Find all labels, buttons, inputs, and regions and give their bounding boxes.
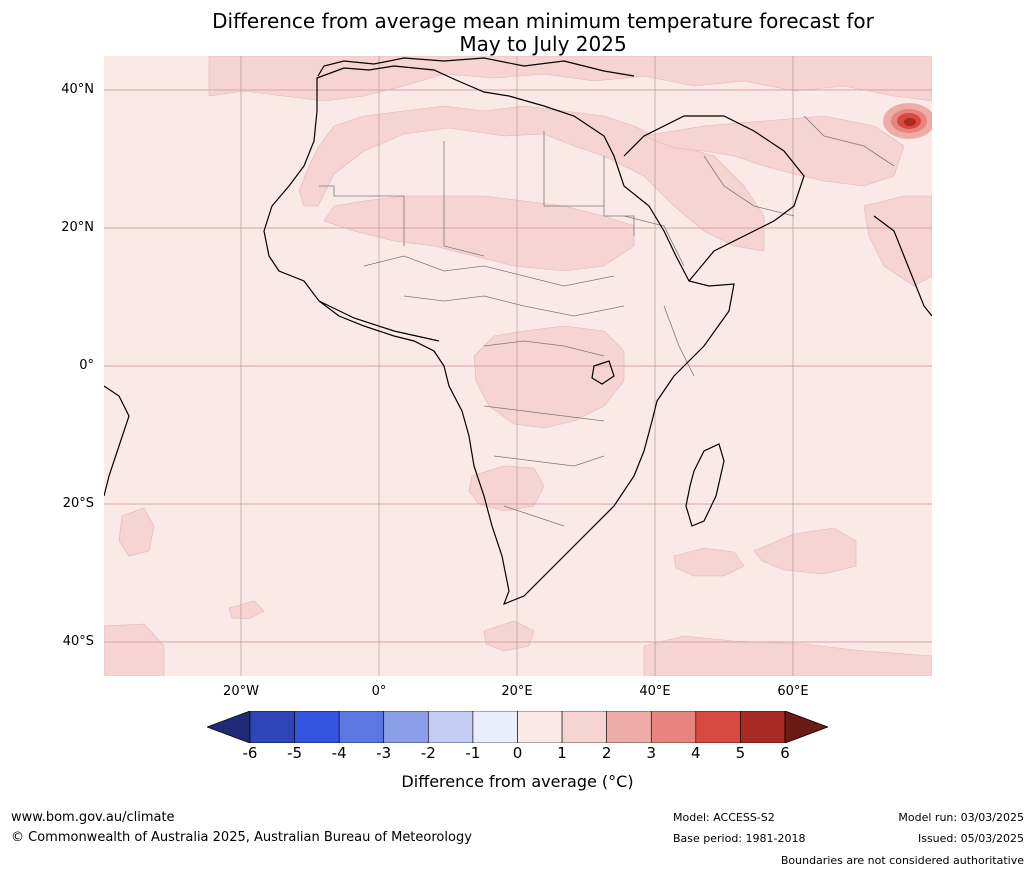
- lon-label-20e: 20°E: [501, 684, 533, 699]
- map-title: Difference from average mean minimum tem…: [0, 10, 1035, 56]
- colorbar-segment: [740, 711, 786, 743]
- colorbar-segment: [294, 711, 340, 743]
- colorbar-tick-label: 1: [557, 744, 567, 762]
- lon-label-60e: 60°E: [777, 684, 809, 699]
- country-borders: [319, 115, 895, 527]
- lat-label-20s: 20°S: [62, 496, 94, 511]
- colorbar-tick-label: -4: [331, 744, 347, 762]
- colorbar-arrow-high: [784, 711, 828, 743]
- colorbar-segment: [606, 711, 652, 743]
- colorbar-tick-label: -1: [465, 744, 481, 762]
- lat-label-40n: 40°N: [61, 82, 94, 97]
- website-link[interactable]: www.bom.gov.au/climate: [11, 810, 175, 825]
- lat-label-40s: 40°S: [62, 634, 94, 649]
- colorbar-tick-label: -2: [420, 744, 436, 762]
- colorbar-arrow-low: [207, 711, 251, 743]
- colorbar-segment: [472, 711, 518, 743]
- hot-spot: [883, 103, 932, 139]
- title-line-2: May to July 2025: [459, 32, 627, 56]
- colorbar-segment: [338, 711, 385, 743]
- issued-text: Issued: 05/03/2025: [917, 832, 1024, 845]
- colorbar-segment: [695, 711, 741, 743]
- lat-label-0: 0°: [79, 358, 94, 373]
- meridians: [240, 56, 794, 676]
- model-text: Model: ACCESS-S2: [673, 811, 775, 824]
- base-period-text: Base period: 1981-2018: [673, 832, 806, 845]
- colorbar-segment: [249, 711, 295, 743]
- lon-label-40e: 40°E: [639, 684, 671, 699]
- lon-label-0: 0°: [371, 684, 387, 699]
- lon-label-20w: 20°W: [223, 684, 259, 699]
- colorbar-tick-label: 5: [735, 744, 746, 762]
- anomaly-regions: [104, 56, 932, 676]
- lat-label-20n: 20°N: [61, 220, 94, 235]
- colorbar: [207, 711, 828, 743]
- colorbar-tick-label: -3: [376, 744, 392, 762]
- colorbar-segment: [561, 711, 607, 743]
- colorbar-tick-label: 2: [601, 744, 612, 762]
- disclaimer-text: Boundaries are not considered authoritat…: [780, 854, 1024, 867]
- forecast-map: [104, 56, 932, 676]
- colorbar-segment: [428, 711, 474, 743]
- title-line-1: Difference from average mean minimum tem…: [212, 9, 874, 33]
- copyright-text: © Commonwealth of Australia 2025, Austra…: [11, 830, 472, 845]
- colorbar-tick-label: -5: [287, 744, 303, 762]
- colorbar-tick-label: 4: [691, 744, 701, 762]
- colorbar-segment: [517, 711, 563, 743]
- colorbar-label: Difference from average (°C): [401, 772, 634, 791]
- colorbar-segment: [383, 711, 429, 743]
- model-run-text: Model run: 03/03/2025: [898, 811, 1024, 824]
- colorbar-tick-label: 0: [512, 744, 523, 762]
- colorbar-tick-label: -6: [242, 744, 258, 762]
- graticule: [104, 89, 932, 643]
- coastlines: [104, 57, 932, 606]
- colorbar-tick-label: 3: [646, 744, 657, 762]
- colorbar-segment: [650, 711, 697, 743]
- colorbar-tick-label: 6: [780, 744, 790, 762]
